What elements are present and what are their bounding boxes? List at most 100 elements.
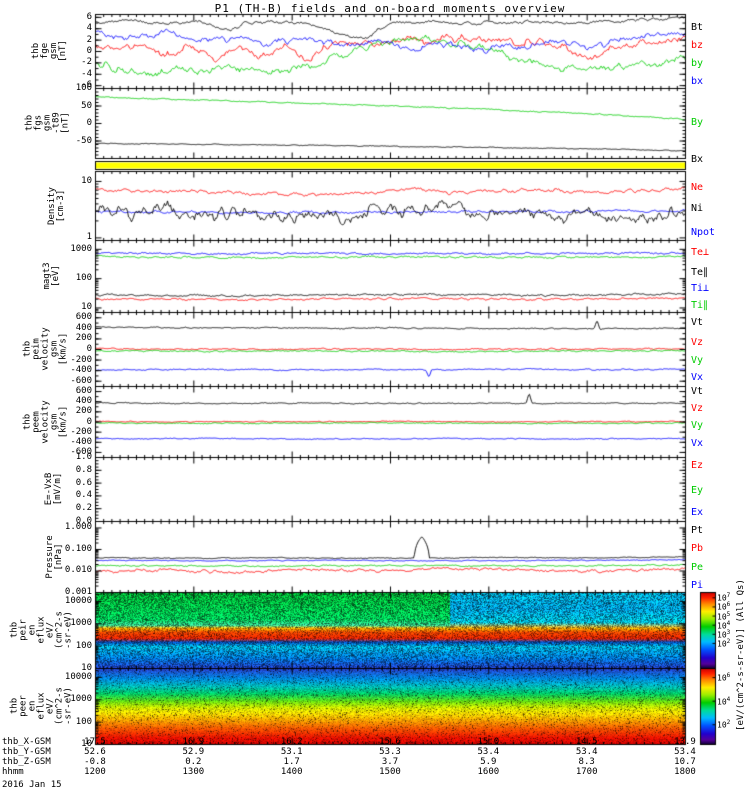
y-tick-label: 2 <box>86 34 92 45</box>
bottom-row-label: thb_Y-GSM <box>2 747 51 757</box>
series-label-Vt: Vt <box>691 317 704 329</box>
colorbar-unit-label: [eV/(cm^2-s-sr-eV)] (All Qs) <box>736 579 746 731</box>
colorbar-tick-label: 104 <box>717 619 731 631</box>
bottom-row-value: 15.6 <box>379 737 401 747</box>
bottom-row-value: 13.9 <box>674 737 696 747</box>
y-tick-label: 0.2 <box>75 503 92 514</box>
panel-ylabel-efield: E=-VxB [mV/m] <box>44 472 63 506</box>
y-tick-label: 0.4 <box>75 490 92 501</box>
series-label-Te⊥: Te⊥ <box>691 247 710 259</box>
y-tick-label: 400 <box>75 396 92 407</box>
y-tick-label: 0 <box>86 344 92 354</box>
x-tick-label: 1400 <box>280 767 303 777</box>
x-tick-label: 1600 <box>477 767 500 777</box>
series-label-Ex: Ex <box>691 506 704 518</box>
panel-ylabel-peim_velocity: thb peim velocity gsm [km/s] <box>22 327 69 371</box>
y-tick-label: 1 <box>86 232 92 243</box>
y-tick-label: -400 <box>70 365 92 376</box>
bottom-row-value: 16.9 <box>182 737 205 747</box>
y-tick-label: 0.0 <box>75 516 92 526</box>
y-tick-label: 10 <box>81 739 92 749</box>
y-tick-label: 200 <box>75 406 92 417</box>
y-tick-label: 0.001 <box>64 587 92 597</box>
series-label-Vy: Vy <box>691 354 704 366</box>
y-tick-label: 600 <box>75 386 92 397</box>
panel-ylabel-fgs: thb fgs gsm -t89 [nT] <box>24 112 71 134</box>
panel-ylabel-peir_spectrogram: thb peir en eflux eV/(cm^2-s -sr-eV) <box>9 611 74 649</box>
series-label-Bt: Bt <box>691 22 704 34</box>
colorbar-tick-label: 105 <box>717 610 731 622</box>
y-tick-label: 0.8 <box>75 464 92 475</box>
y-tick-label: 100 <box>75 640 92 651</box>
y-tick-label: 100 <box>75 83 92 93</box>
series-label-Pb: Pb <box>691 543 704 554</box>
panel-ylabel-peer_spectrogram: thb peer en eflux eV/(cm^2-s -sr-eV) <box>9 687 74 725</box>
series-label-bx: bx <box>691 76 704 88</box>
y-tick-label: 0.010 <box>64 565 92 576</box>
y-tick-label: -400 <box>70 436 92 447</box>
y-tick-label: -600 <box>70 446 92 457</box>
bottom-row-label: thb_Z-GSM <box>2 757 51 767</box>
panel-ylabel-density: Density [cm-3] <box>47 186 66 225</box>
x-tick-label: 1700 <box>575 767 598 777</box>
bottom-row-value: 3.7 <box>381 757 399 767</box>
y-tick-label: 0 <box>86 118 92 128</box>
y-tick-label: 1000 <box>70 618 92 629</box>
series-label-Npot: Npot <box>691 226 716 238</box>
series-label-Ni: Ni <box>691 202 704 214</box>
bottom-row-value: 0.2 <box>185 757 202 767</box>
y-tick-label: -6 <box>81 80 92 91</box>
series-label-Ti⊥: Ti⊥ <box>691 283 710 295</box>
series-label-Te∥: Te∥ <box>691 266 709 278</box>
series-label-Vx: Vx <box>691 371 704 383</box>
bottom-row-value: 17.5 <box>84 737 106 747</box>
bottom-row-value: 15.0 <box>477 737 500 747</box>
bottom-row-value: -0.8 <box>84 757 106 767</box>
bottom-row-value: 5.9 <box>480 757 497 767</box>
x-tick-label: 1800 <box>674 767 696 777</box>
bottom-row-value: 52.9 <box>182 747 205 757</box>
y-tick-label: 50 <box>81 100 92 111</box>
colorbar-tick-label: 106 <box>717 601 731 613</box>
y-tick-label: -4 <box>81 68 92 79</box>
y-tick-label: -2 <box>81 57 92 68</box>
y-tick-label: 100 <box>75 716 92 727</box>
y-tick-label: 10000 <box>64 671 92 682</box>
series-label-Ez: Ez <box>691 460 704 472</box>
series-label-Bx: Bx <box>691 153 704 165</box>
colorbar-tick-label: 107 <box>717 592 731 603</box>
y-tick-label: 1000 <box>70 243 92 254</box>
colorbar-tick-label: 103 <box>717 628 731 640</box>
y-tick-label: 10 <box>81 663 92 673</box>
bottom-row-label: thb_X-GSM <box>2 737 51 747</box>
bottom-row-value: 53.1 <box>280 747 303 757</box>
panel-ylabel-temperature: magt3 [eV] <box>42 262 61 290</box>
y-tick-label: 600 <box>75 312 92 323</box>
bottom-row-value: 53.3 <box>379 747 401 757</box>
series-label-Vy: Vy <box>691 420 704 432</box>
y-tick-label: -200 <box>70 426 92 437</box>
series-label-Ey: Ey <box>691 485 704 497</box>
colorbar-tick-label: 106 <box>717 672 731 683</box>
y-tick-label: 200 <box>75 333 92 344</box>
y-tick-label: 10 <box>81 175 92 186</box>
colorbar-tick-label: 102 <box>717 719 731 730</box>
y-tick-label: 10000 <box>64 595 92 606</box>
series-label-by: by <box>691 57 704 69</box>
series-label-Vt: Vt <box>691 386 704 397</box>
y-tick-label: 0 <box>86 416 92 427</box>
y-tick-label: 0.100 <box>64 543 92 554</box>
y-tick-label: 100 <box>75 273 92 284</box>
series-label-Pi: Pi <box>691 579 704 591</box>
bottom-row-value: 14.5 <box>575 737 598 747</box>
series-label-Vz: Vz <box>691 337 704 349</box>
series-label-Pt: Pt <box>691 525 704 537</box>
y-tick-label: 0.6 <box>75 477 92 488</box>
bottom-row-value: 53.4 <box>674 747 696 757</box>
y-tick-label: -50 <box>75 135 92 146</box>
bottom-row-value: 53.4 <box>575 747 598 757</box>
y-tick-label: 400 <box>75 322 92 333</box>
series-label-Ti∥: Ti∥ <box>691 299 709 311</box>
date-label: 2016 Jan 15 <box>2 780 62 790</box>
